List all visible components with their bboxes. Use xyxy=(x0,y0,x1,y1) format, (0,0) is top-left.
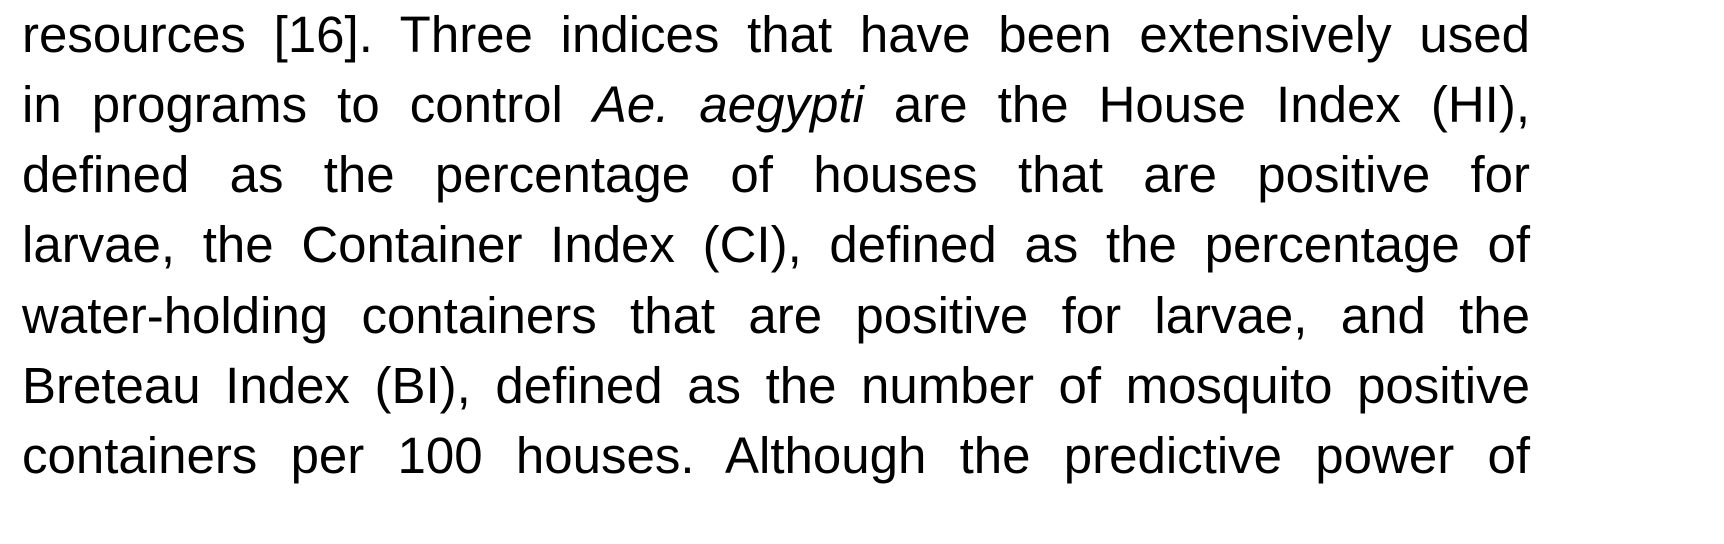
text-line-4: larvae, the Container Index (CI), define… xyxy=(22,216,1530,273)
text-line-3: defined as the percentage of houses that… xyxy=(22,146,1530,203)
text-line-1: resources [16]. Three indices that have … xyxy=(22,6,1530,63)
text-line-2-start: in programs to control xyxy=(22,76,593,133)
text-line-7: containers per 100 houses. Although the … xyxy=(22,427,1530,484)
text-line-6: Breteau Index (BI), defined as the numbe… xyxy=(22,357,1530,414)
text-line-2: in programs to control Ae. aegypti are t… xyxy=(22,70,1530,140)
text-line-2-end: are the House Index (HI), xyxy=(863,76,1530,133)
text-line-5: water-holding containers that are positi… xyxy=(22,287,1530,344)
species-name-italic: Ae. aegypti xyxy=(592,76,864,133)
